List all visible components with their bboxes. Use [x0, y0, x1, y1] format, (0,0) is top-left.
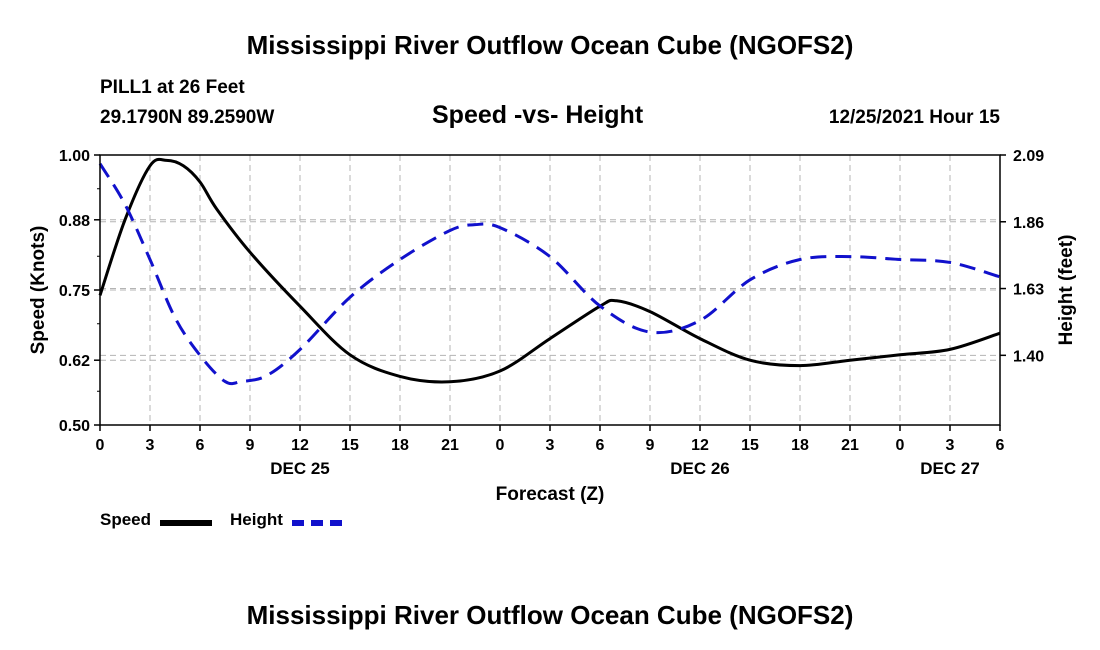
station-label: PILL1 at 26 Feet	[100, 77, 245, 98]
date-label: DEC 27	[920, 459, 980, 478]
x-tick-label: 18	[391, 437, 409, 454]
y2-tick-label: 1.63	[1013, 282, 1044, 299]
x-tick-label: 0	[896, 437, 905, 454]
y-tick-label: 0.88	[59, 213, 90, 230]
x-tick-label: 21	[841, 437, 859, 454]
y-tick-label: 1.00	[59, 148, 90, 165]
y-tick-label: 0.62	[59, 353, 90, 370]
x-tick-label: 15	[341, 437, 359, 454]
x-tick-label: 12	[291, 437, 309, 454]
series-layer	[98, 157, 1001, 386]
x-tick-label: 3	[146, 437, 155, 454]
chart-title: Speed -vs- Height	[432, 101, 644, 129]
x-tick-label: 9	[646, 437, 655, 454]
x-tick-label: 6	[596, 437, 605, 454]
x-tick-label: 3	[946, 437, 955, 454]
y2-tick-label: 1.86	[1013, 215, 1044, 232]
x-tick-label: 21	[441, 437, 459, 454]
footer-title: Mississippi River Outflow Ocean Cube (NG…	[246, 600, 854, 630]
y-tick-label: 0.75	[59, 283, 90, 300]
y2-tick-label: 2.09	[1013, 148, 1044, 165]
page-title: Mississippi River Outflow Ocean Cube (NG…	[246, 30, 854, 60]
axes-layer: 0 3 6 9 12 15 18 21 0 3 6 9 12 15 18 21 0 3 6 DEC 25 DEC 26 D…	[28, 148, 1077, 505]
legend-height-swatch	[292, 520, 342, 526]
x-tick-label: 0	[496, 437, 505, 454]
y-tick-label: 0.50	[59, 418, 90, 435]
date-label: DEC 25	[270, 459, 330, 478]
legend-speed-label: Speed	[100, 510, 152, 529]
y-axis-label: Speed (Knots)	[28, 226, 49, 355]
forecast-date-label: 12/25/2021 Hour 15	[828, 107, 1000, 128]
x-axis-label: Forecast (Z)	[496, 484, 605, 505]
date-label: DEC 26	[670, 459, 730, 478]
x-tick-label: 6	[996, 437, 1005, 454]
series-line-height	[98, 162, 1001, 386]
series-line-speed	[98, 157, 1001, 384]
location-label: 29.1790N 89.2590W	[100, 107, 275, 128]
x-tick-label: 6	[196, 437, 205, 454]
x-tick-label: 12	[691, 437, 709, 454]
y2-tick-label: 1.40	[1013, 348, 1044, 365]
legend-height-label: Height	[230, 510, 283, 529]
legend-speed-swatch	[160, 520, 212, 526]
speed-height-chart: 0 3 6 9 12 15 18 21 0 3 6 9 12 15 18 21 0 3 6 DEC 25 DEC 26 D…	[28, 148, 1077, 505]
y2-axis-label: Height (feet)	[1056, 235, 1077, 346]
x-tick-label: 9	[246, 437, 255, 454]
x-tick-label: 3	[546, 437, 555, 454]
x-tick-label: 15	[741, 437, 759, 454]
x-tick-label: 18	[791, 437, 809, 454]
x-tick-label: 0	[96, 437, 105, 454]
